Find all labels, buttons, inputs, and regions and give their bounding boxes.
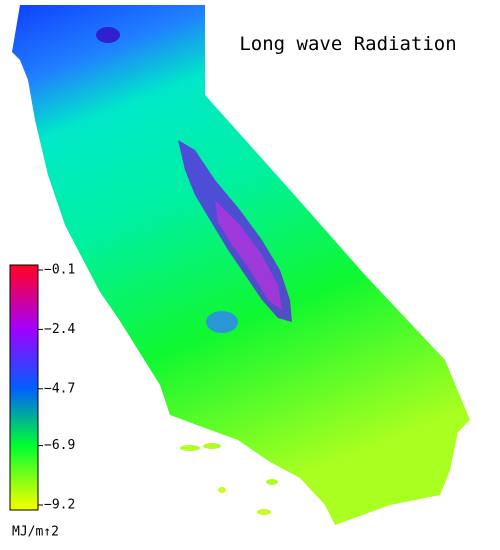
colorbar-ramp (9, 264, 39, 511)
colorbar: −0.1 −2.4 −4.7 −6.9 −9.2 (9, 263, 75, 513)
colorbar-tick-label: −6.9 (44, 438, 75, 453)
island (180, 445, 200, 451)
island (266, 479, 278, 485)
state-map (12, 5, 470, 525)
northwest-peak (96, 27, 120, 43)
colorbar-tick-label: −9.2 (44, 498, 75, 513)
colorbar-tick-label: −4.7 (44, 381, 75, 396)
unit-label: MJ/m↑2 (12, 525, 59, 540)
colorbar-tick-label: −2.4 (44, 322, 75, 337)
sierra-peaks (215, 200, 282, 310)
colorbar-tick-label: −0.1 (44, 263, 75, 278)
island (257, 509, 271, 515)
valley-spot (206, 311, 238, 333)
island (218, 487, 226, 493)
map-title: Long wave Radiation (239, 33, 456, 55)
island (203, 443, 221, 449)
